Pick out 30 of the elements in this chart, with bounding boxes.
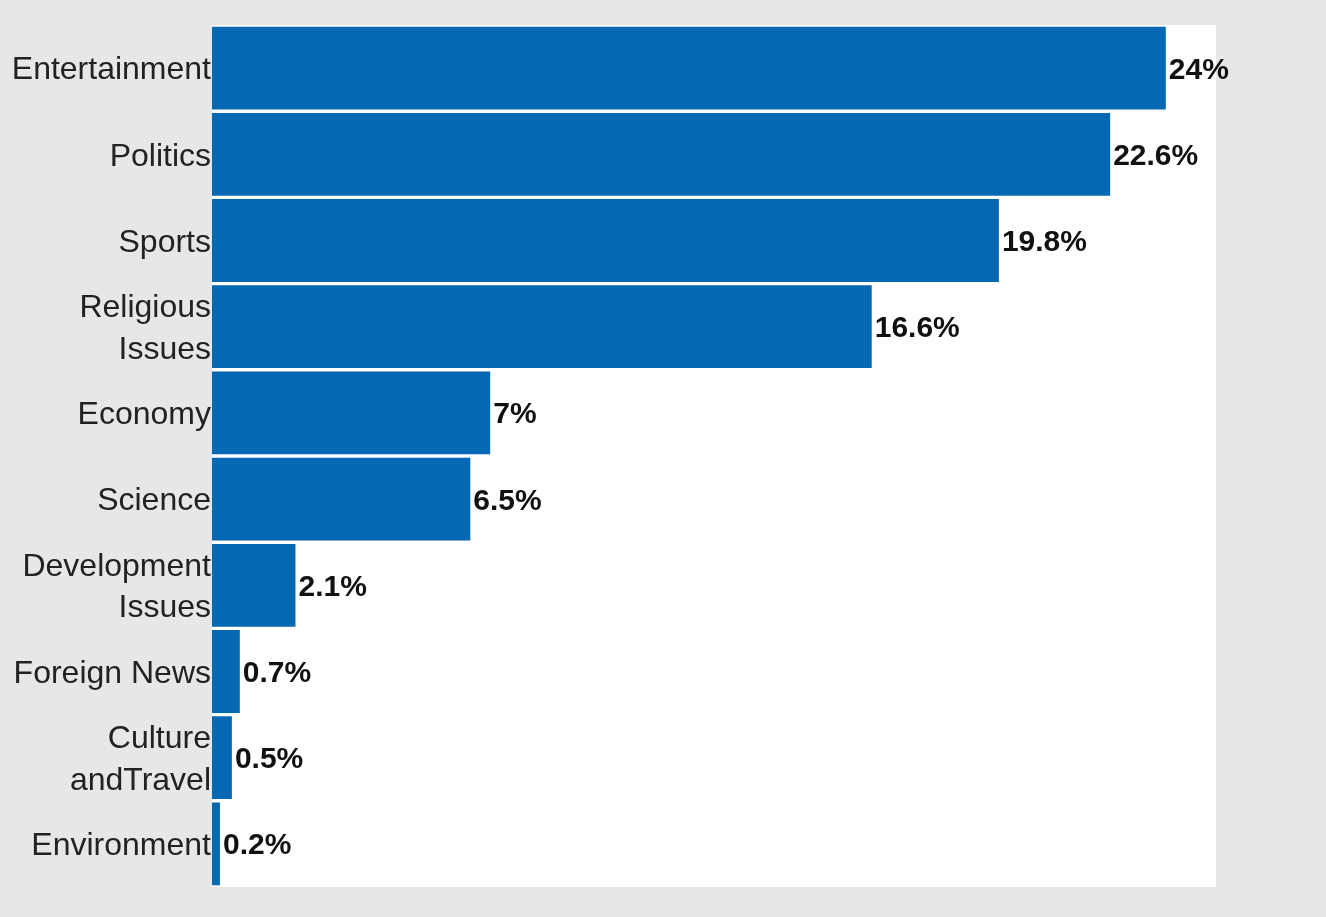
y-tick-label: Development Issues — [22, 546, 212, 625]
bar — [212, 26, 1166, 110]
bar — [212, 630, 240, 713]
bar — [212, 371, 491, 455]
y-tick-label: Culture andTravel — [69, 719, 211, 797]
y-tick-label: Politics — [109, 136, 211, 173]
y-tick-label: Economy — [77, 395, 211, 432]
y-tick-label: Science — [97, 481, 211, 518]
data-label: 7% — [493, 396, 537, 430]
bar — [212, 543, 296, 627]
y-tick-label: Religious Issues — [79, 288, 211, 366]
data-label: 22.6% — [1113, 137, 1199, 171]
bar — [212, 802, 220, 886]
data-label: 0.2% — [222, 827, 292, 861]
bar — [212, 199, 999, 282]
data-label: 19.8% — [1001, 224, 1087, 257]
data-label: 0.7% — [242, 655, 312, 688]
data-label: 6.5% — [473, 482, 542, 516]
bar — [212, 457, 471, 541]
y-tick-label: Environment — [31, 826, 212, 863]
bar — [212, 285, 872, 369]
bar — [212, 716, 232, 800]
data-label: 2.1% — [298, 568, 367, 602]
y-tick-label: Foreign News — [13, 653, 211, 690]
data-label: 16.6% — [874, 310, 960, 344]
data-label: 0.5% — [234, 741, 304, 775]
bar — [212, 112, 1111, 196]
y-tick-label: Entertainment — [11, 50, 212, 87]
y-tick-label: Sports — [118, 222, 211, 259]
data-label: 24% — [1168, 51, 1229, 85]
